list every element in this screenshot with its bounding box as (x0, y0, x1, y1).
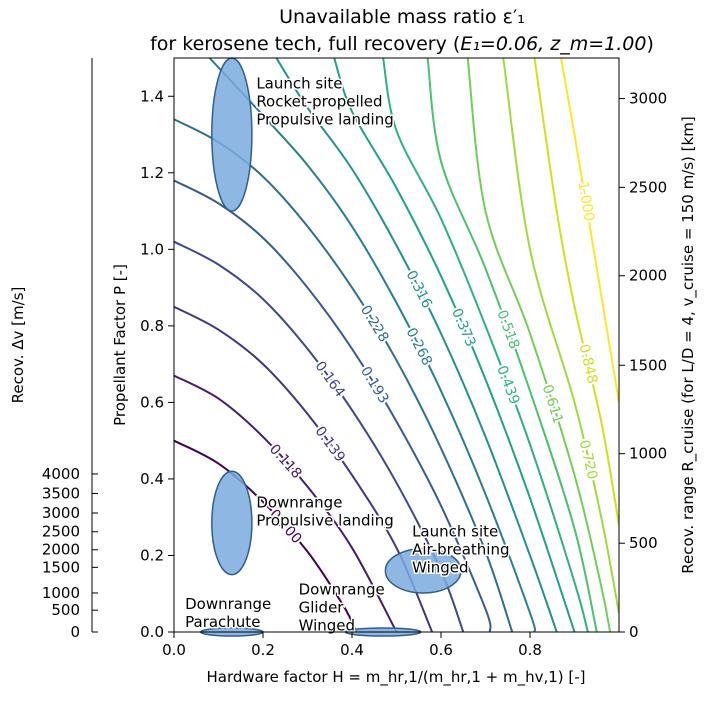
contour-line-0.316 (275, 58, 558, 632)
dv-tick-label-4000: 4000 (42, 465, 80, 483)
region-label-3-line-1: Glider (299, 598, 345, 616)
contour-line-0.611 (466, 58, 612, 632)
x-axis-label: Hardware factor H = m_hr,1/(m_hr,1 + m_h… (206, 668, 585, 687)
contour-line-1.000 (560, 58, 619, 403)
y-tick-label-0.2: 0.2 (140, 546, 164, 564)
x-tick-label-0.2: 0.2 (251, 641, 275, 659)
chart-title-line1: Unavailable mass ratio ε′₁ (279, 6, 525, 28)
dv-tick-label-3000: 3000 (42, 504, 80, 522)
region-label-3-line-0: Downrange (299, 580, 385, 598)
region-label-0-line-0: Launch site (256, 75, 342, 93)
dv-tick-label-500: 500 (51, 601, 80, 619)
contour-label-0.193: 0.193 (357, 364, 392, 407)
dv-tick-label-1000: 1000 (42, 584, 80, 602)
y-axis-ticks: 0.0 0.2 0.4 0.6 0.8 1.0 1.2 1.4 (140, 87, 174, 641)
contour-label-0.518: 0.518 (493, 308, 522, 351)
region-ellipse-0 (211, 57, 253, 212)
contour-label-0.164: 0.164 (311, 358, 348, 400)
chart-title-line2: for kerosene tech, full recovery (E₁=0.0… (150, 33, 654, 55)
contour-line-0.268 (208, 58, 537, 632)
contour-label-0.720: 0.720 (576, 438, 601, 481)
chart-title-line2-params: E₁=0.06, z_m=1.00 (460, 33, 646, 55)
dv-tick-label-1500: 1500 (42, 558, 80, 576)
chart-title-line2-prefix: for kerosene tech, full recovery ( (150, 33, 460, 55)
x-tick-label-0.0: 0.0 (162, 641, 186, 659)
contour-line-0.848 (533, 58, 619, 526)
dv-tick-label-2500: 2500 (42, 523, 80, 541)
contour-label-0.611: 0.611 (539, 383, 566, 426)
chart-title-line2-suffix: ) (646, 33, 653, 55)
region-label-2-line-2: Winged (412, 558, 468, 576)
contour-label-0.439: 0.439 (493, 364, 522, 407)
contour-line-0.720 (502, 58, 619, 614)
y-tick-label-1.0: 1.0 (140, 240, 164, 258)
region-label-3-line-2: Winged (299, 616, 355, 634)
x-tick-label-0.8: 0.8 (518, 641, 542, 659)
y-tick-label-0.8: 0.8 (140, 317, 164, 335)
contour-label-0.373: 0.373 (448, 306, 479, 349)
region-label-4-line-1: Parachute (185, 613, 260, 631)
region-label-2-line-0: Launch site (412, 522, 498, 540)
contour-label-0.139: 0.139 (312, 424, 349, 466)
plot-frame (173, 57, 620, 633)
region-ellipse-1 (211, 470, 253, 576)
region-label-1-line-0: Downrange (256, 494, 342, 512)
contour-label-0.268: 0.268 (403, 325, 435, 368)
range-tick-label-3000: 3000 (629, 90, 667, 108)
dv-tick-label-0: 0 (70, 623, 80, 641)
x-axis-ticks: 0.0 0.2 0.4 0.6 0.8 (162, 632, 542, 659)
dv-tick-label-2000: 2000 (42, 541, 80, 559)
region-label-0-line-1: Rocket-propelled (256, 93, 382, 111)
y-axis-label: Propellant Factor P [-] (111, 264, 129, 426)
contour-line-0.193 (174, 179, 492, 632)
range-tick-label-0: 0 (629, 623, 639, 641)
y-tick-label-1.2: 1.2 (140, 164, 164, 182)
contour-label-0.848: 0.848 (576, 343, 601, 386)
region-label-4-line-0: Downrange (185, 595, 271, 613)
y-tick-label-0.6: 0.6 (140, 393, 164, 411)
x-tick-label-0.6: 0.6 (429, 641, 453, 659)
range-tick-label-500: 500 (629, 534, 658, 552)
range-axis-label: Recov. range R_cruise (for L/D = 4, v_cr… (679, 116, 698, 573)
region-label-2-line-1: Air-breathing (412, 540, 509, 558)
contour-line-0.373 (333, 58, 576, 632)
region-label-0-line-2: Propulsive landing (256, 111, 393, 129)
range-tick-label-1000: 1000 (629, 445, 667, 463)
contour-line-0.139 (174, 305, 434, 632)
region-ellipse-2 (384, 547, 462, 594)
dv-tick-label-3500: 3500 (42, 484, 80, 502)
contour-label-0.228: 0.228 (357, 303, 392, 346)
contour-label-1.000: 1.000 (574, 180, 596, 222)
contour-label-0.118: 0.118 (266, 441, 305, 482)
contour-line-0.100 (174, 439, 358, 632)
contour-line-0.518 (426, 58, 598, 632)
x-tick-label-0.4: 0.4 (340, 641, 364, 659)
range-tick-label-2000: 2000 (629, 267, 667, 285)
range-axis-ticks: 0 500 1000 1500 2000 2500 3000 (619, 90, 667, 641)
y-tick-label-0.0: 0.0 (140, 623, 164, 641)
contour-label-0.316: 0.316 (403, 268, 435, 311)
y-tick-label-0.4: 0.4 (140, 470, 164, 488)
contour-line-0.439 (382, 58, 589, 632)
y-tick-label-1.4: 1.4 (140, 87, 164, 105)
range-tick-label-2500: 2500 (629, 178, 667, 196)
dv-axis-label: Recov. Δv [m/s] (9, 287, 27, 404)
region-label-1-line-1: Propulsive landing (256, 512, 393, 530)
range-tick-label-1500: 1500 (629, 356, 667, 374)
contour-line-0.118 (174, 374, 398, 632)
